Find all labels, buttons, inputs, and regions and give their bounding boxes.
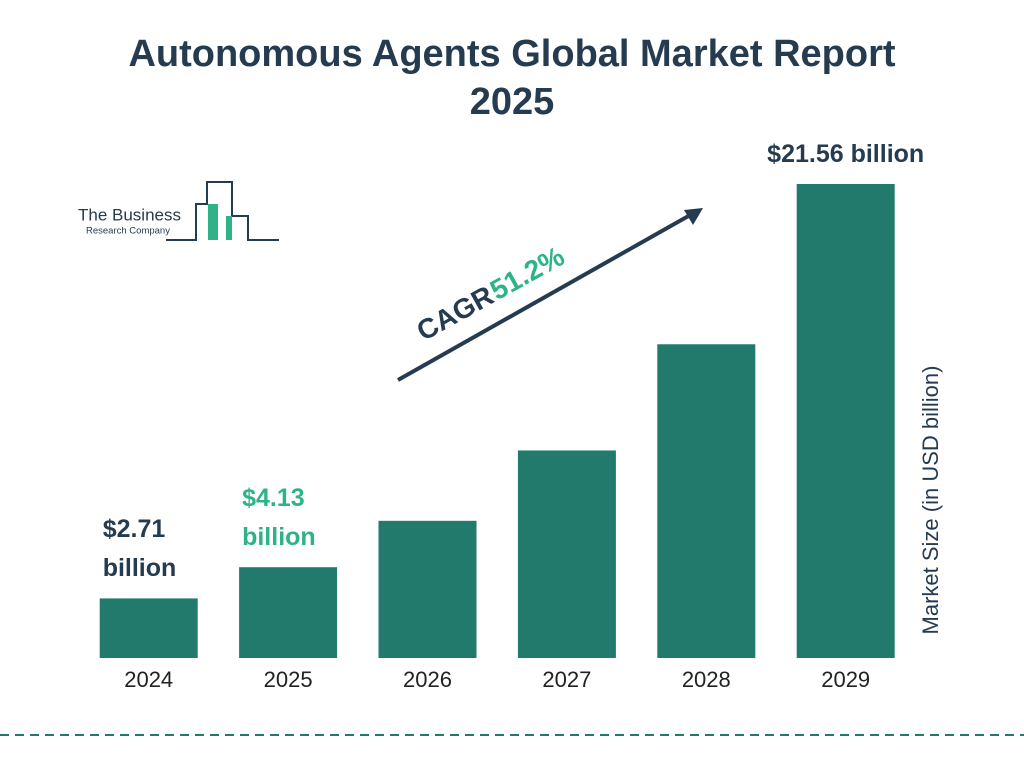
value-label: $4.13 billion: [242, 484, 316, 552]
logo-bar: [226, 216, 232, 240]
value-label: $21.56 billion: [767, 140, 925, 168]
value-label: $2.71 billion: [102, 515, 177, 583]
bar: [378, 520, 477, 658]
cagr-arrow: [397, 212, 693, 382]
bar: [517, 450, 616, 658]
x-tick-label: 2024: [124, 667, 173, 692]
cagr-value: 51.2%: [485, 240, 570, 306]
x-tick-label: 2025: [264, 667, 313, 692]
logo: The Business Research Company: [78, 181, 279, 241]
logo-outline: [166, 181, 279, 241]
x-tick-label: 2028: [682, 667, 731, 692]
logo-bar: [208, 204, 218, 240]
y-axis-label: Market Size (in USD billion): [918, 366, 943, 635]
bar: [99, 598, 198, 658]
bar: [796, 184, 895, 658]
x-tick-label: 2026: [403, 667, 452, 692]
logo-text: The Business: [78, 205, 181, 224]
bar: [657, 344, 756, 658]
cagr-arrowhead: [684, 208, 703, 225]
x-tick-label: 2027: [542, 667, 591, 692]
cagr-annotation: CAGR 51.2%: [411, 240, 569, 346]
bar: [239, 567, 338, 658]
cagr-label: CAGR: [411, 280, 498, 347]
x-tick-label: 2029: [821, 667, 870, 692]
chart-title: Autonomous Agents Global Market Report 2…: [128, 33, 896, 123]
logo-subtext: Research Company: [86, 226, 170, 237]
